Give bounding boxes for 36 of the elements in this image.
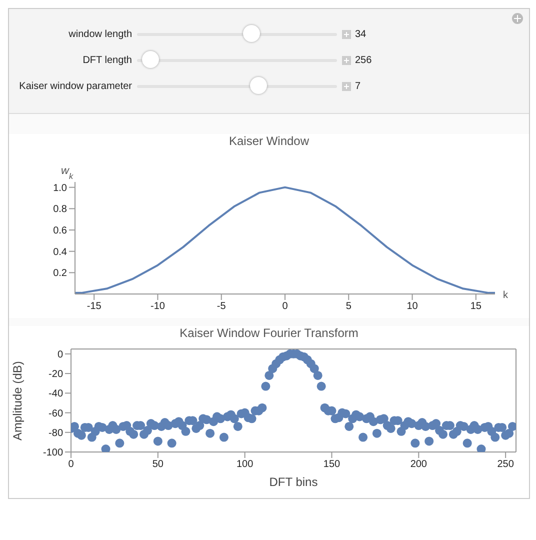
- x-tick-label: 0: [68, 459, 74, 470]
- y-tick-label: 1.0: [53, 182, 68, 194]
- y-tick-label: 0.8: [53, 204, 68, 216]
- y-tick-label: -60: [48, 408, 64, 420]
- y-tick-label: -100: [42, 448, 64, 459]
- x-tick-label: -5: [216, 301, 226, 312]
- x-tick-label: 150: [323, 459, 341, 470]
- y-tick-label: -20: [48, 369, 64, 380]
- x-tick-label: 10: [406, 301, 418, 312]
- text: window length: [68, 28, 132, 40]
- text: Kaiser window parameter: [18, 80, 132, 92]
- chart-title: Kaiser Window: [228, 134, 310, 148]
- x-tick-label: 15: [470, 301, 482, 312]
- text: DFT length: [82, 54, 132, 66]
- x-tick-label: 100: [236, 459, 254, 470]
- x-tick-label: -10: [150, 301, 166, 312]
- x-axis-title: k: [503, 290, 509, 301]
- y-tick-label: 0.4: [53, 246, 68, 258]
- y-tick-label: 0.2: [53, 268, 68, 280]
- x-axis-title: DFT bins: [269, 475, 318, 489]
- y-axis-title: Amplitude (dB): [10, 361, 24, 440]
- x-tick-label: 200: [410, 459, 428, 470]
- y-tick-label: -80: [48, 428, 64, 439]
- x-tick-label: 50: [152, 459, 164, 470]
- y-tick-label: 0: [57, 349, 64, 360]
- x-tick-label: 250: [497, 459, 514, 470]
- text: 256: [355, 54, 372, 66]
- chart-title: Kaiser Window Fourier Transform: [178, 326, 360, 340]
- y-axis-title: w$_{k}$: [61, 165, 74, 180]
- x-tick-label: 5: [346, 301, 352, 312]
- x-tick-label: 0: [282, 301, 288, 312]
- x-tick-label: -15: [86, 301, 102, 312]
- text: 34: [355, 28, 366, 40]
- y-tick-label: -40: [48, 388, 64, 400]
- text: 7: [355, 80, 361, 92]
- y-tick-label: 0.6: [53, 226, 68, 237]
